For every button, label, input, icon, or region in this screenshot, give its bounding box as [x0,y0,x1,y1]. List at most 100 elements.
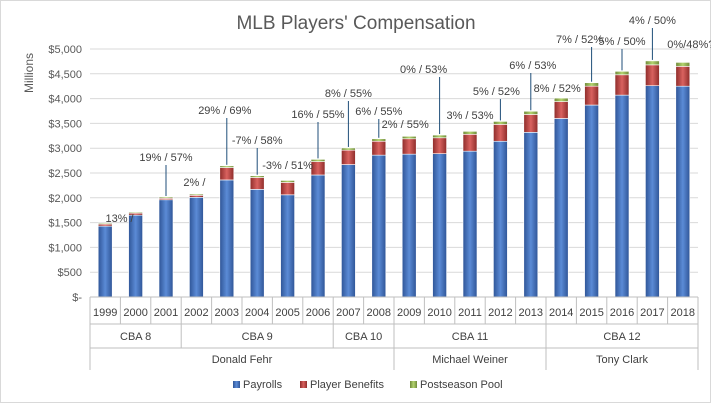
x-tick-label: 2013 [519,307,543,319]
bar-payrolls [553,118,569,298]
bar-payrolls [645,85,660,298]
bar-postseason-pool [341,147,356,151]
bar-player-benefits [675,66,691,87]
annotation-label: 0% / 53% [400,64,447,76]
x-tick-label: 2012 [488,307,512,319]
y-tick-label: $1,500 [48,218,82,230]
annotation-label: 5% / 52% [473,86,520,98]
x-tick-label: 2007 [336,307,360,319]
chart-title: MLB Players' Compensation [236,13,475,34]
annotation-label: 6% / 55% [355,106,402,118]
bar-postseason-pool [553,97,569,102]
cba-group-label: CBA 11 [452,331,489,343]
y-tick-label: $5,000 [48,44,82,56]
bar-player-benefits [493,124,508,142]
bar-payrolls [97,225,113,298]
bar-postseason-pool [371,138,387,142]
annotation-label: 16% / 55% [291,109,344,121]
x-tick-label: 2017 [640,307,664,319]
bar-postseason-pool [493,121,508,125]
cba-group-label: CBA 10 [345,331,382,343]
bar-payrolls [675,85,691,298]
legend-label: Player Benefits [310,379,384,391]
x-tick-label: 2004 [245,307,269,319]
legend-swatch-payrolls [233,381,240,388]
annotation-label: 8% / 52% [534,83,581,95]
legend-swatch-player-benefits [300,381,307,388]
bar-postseason-pool [462,131,478,135]
x-tick-label: 2016 [610,307,634,319]
x-tick-label: 2002 [184,307,208,319]
x-tick-label: 2006 [306,307,330,319]
bar-postseason-pool [401,135,417,140]
y-tick-label: $3,000 [48,143,82,155]
x-tick-label: 2014 [549,307,573,319]
bar-postseason-pool [432,134,447,139]
bar-postseason-pool [310,159,326,162]
bars [97,60,691,298]
bar-payrolls [128,214,143,298]
bar-payrolls [371,154,387,298]
annotation-label: 2% / [183,177,206,189]
legend-label: Postseason Pool [420,379,503,391]
y-tick-label: $1,000 [48,242,82,254]
cba-group-label: CBA 9 [242,331,273,343]
bar-postseason-pool [614,71,630,76]
bar-payrolls [249,189,265,298]
annotation-label: 3% / 53% [446,110,493,122]
y-tick-label: $2,000 [48,193,82,205]
annotation-label: 7% / 52% [556,34,603,46]
bar-player-benefits [614,74,630,96]
bar-postseason-pool [584,82,599,87]
annotation-label: 19% / 57% [139,152,192,164]
bar-payrolls [219,179,235,298]
bar-postseason-pool [280,180,295,183]
bar-player-benefits [401,138,417,155]
annotation-label: 2% / 55% [382,119,429,131]
annotation-label: -3% / 51% [262,160,313,172]
annotation-label: 5% / 50% [598,36,645,48]
bar-player-benefits [371,140,387,156]
x-tick-label: 2001 [154,307,178,319]
annotation-label: 13% / [105,213,134,225]
y-tick-label: $500 [58,267,82,279]
annotation-label: -7% / 58% [232,135,283,147]
bar-payrolls [432,153,447,298]
bar-player-benefits [249,177,265,190]
gridlines [90,48,698,298]
y-tick-label: $4,000 [48,94,82,106]
x-tick-label: 2018 [671,307,695,319]
bar-payrolls [584,104,599,298]
annotation-label: 4% / 50% [629,15,676,27]
bar-player-benefits [219,167,235,181]
y-axis-ticks: $- $500 $1,000 $1,500 $2,000 $2,500 $3,000 $3,5… [48,44,82,304]
bar-payrolls [614,94,630,298]
cba-group-label: CBA 8 [120,331,151,343]
y-tick-label: $- [72,292,82,304]
bar-postseason-pool [219,165,235,168]
bar-payrolls [280,194,295,298]
x-tick-label: 2009 [397,307,421,319]
bar-player-benefits [462,134,478,152]
legend-swatch-postseason-pool [410,381,417,388]
bar-postseason-pool [189,193,204,196]
bar-player-benefits [280,182,295,196]
annotation-label: 29% / 69% [198,105,251,117]
bar-payrolls [310,174,326,298]
bar-player-benefits [553,101,569,119]
bar-postseason-pool [158,196,174,199]
legend: Payrolls Player Benefits Postseason Pool [233,379,503,391]
x-tick-label: 2011 [458,307,482,319]
bar-payrolls [189,197,204,298]
annotation-label: 8% / 55% [325,88,372,100]
cba-group-label: CBA 12 [603,331,640,343]
x-axis: 1999 2000 2001 2002 2003 2004 2005 2006 2007 2008… [89,296,699,370]
x-tick-label: 1999 [93,307,117,319]
annotation-label: 6% / 53% [509,60,556,72]
bar-payrolls [401,153,417,298]
bar-postseason-pool [249,175,265,178]
bar-postseason-pool [128,211,143,214]
bar-player-benefits [645,64,660,87]
